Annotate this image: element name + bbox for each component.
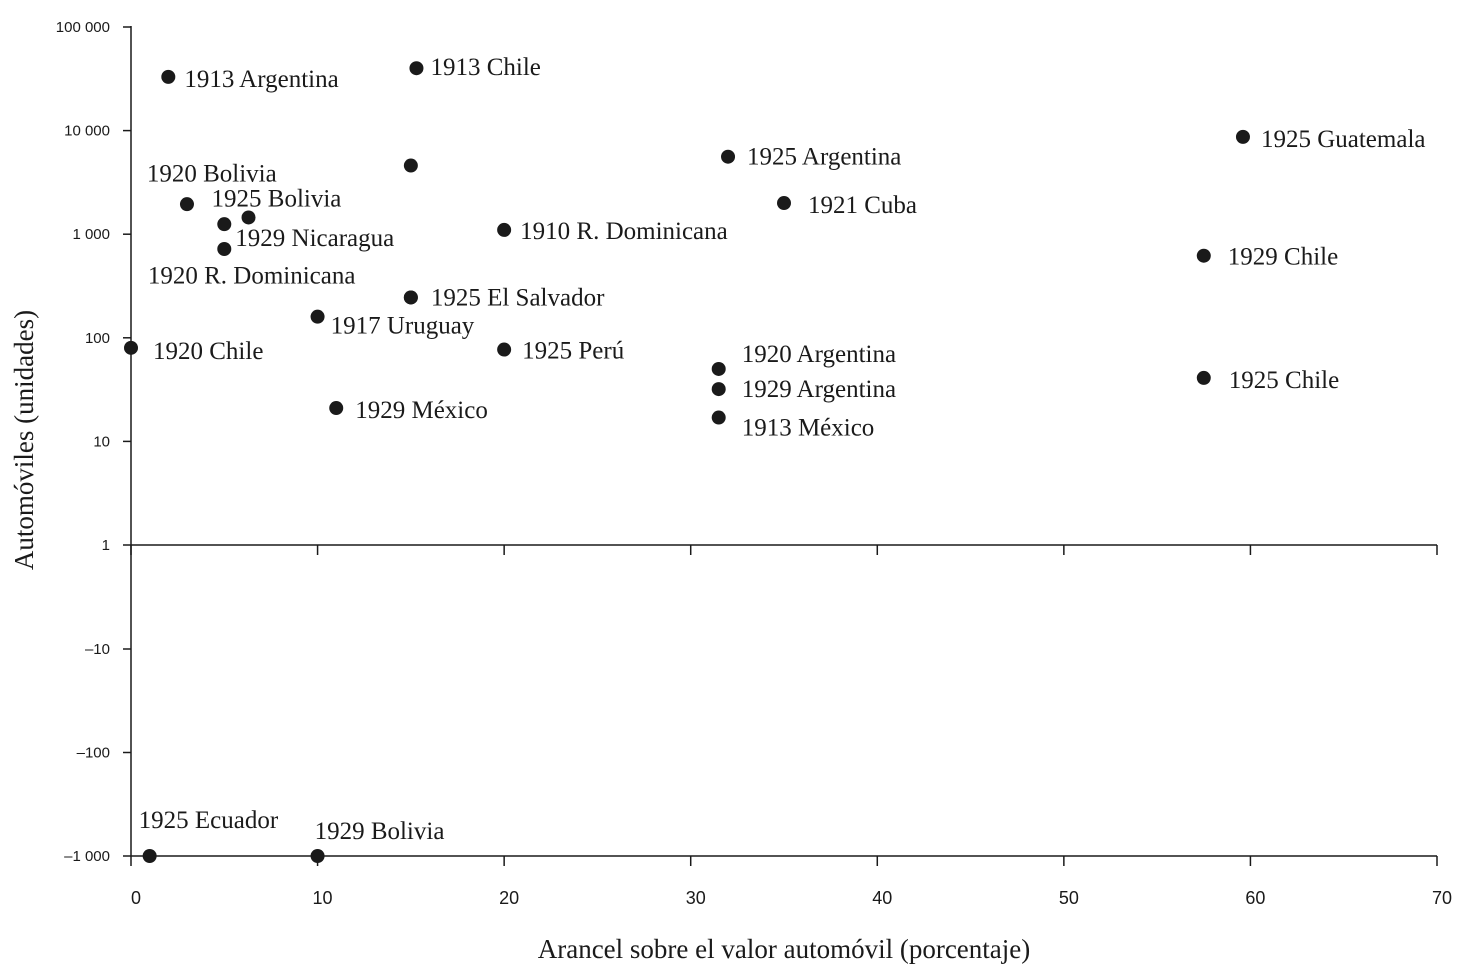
data-point [403, 290, 418, 305]
x-tick-label: 10 [313, 888, 333, 908]
data-point [179, 197, 194, 212]
point-label: 1929 Nicaragua [235, 225, 394, 252]
data-point [403, 158, 418, 173]
y-tick-label: 1 [102, 537, 110, 554]
point-label-group: 1913 Argentina 1913 Chile 1925 Guatemala 19… [139, 54, 1426, 845]
data-point [1235, 129, 1250, 144]
y-tick-label: –1 000 [64, 848, 110, 865]
point-label: 1929 Chile [1228, 244, 1338, 271]
y-tick-label: 1 000 [72, 226, 110, 243]
point-label: 1925 Guatemala [1261, 126, 1426, 153]
data-point [241, 210, 256, 225]
data-point [310, 849, 325, 863]
data-point [217, 241, 232, 256]
point-label: 1913 Argentina [184, 66, 338, 93]
data-point [329, 401, 344, 416]
x-tick-label: 20 [499, 888, 519, 908]
data-point [1196, 248, 1211, 263]
data-point [1196, 370, 1211, 385]
point-label: 1929 México [355, 397, 488, 424]
point-label: 1925 Perú [522, 338, 625, 365]
point-label: 1920 Bolivia [147, 161, 277, 188]
y-tick-group: 100 000 10 000 1 000 100 10 1 –10 –100 –1 000 [56, 19, 131, 865]
point-label: 1910 R. Dominicana [520, 218, 728, 245]
y-tick-label: 100 000 [56, 19, 110, 36]
point-label: 1925 Bolivia [212, 185, 342, 212]
x-tick-label: 50 [1059, 888, 1079, 908]
point-label: 1929 Bolivia [315, 818, 445, 845]
data-point [409, 61, 424, 76]
data-point [142, 849, 157, 863]
x-tick-label: 40 [872, 888, 892, 908]
x-tick-label: 0 [131, 888, 141, 908]
point-label: 1925 El Salvador [431, 284, 605, 311]
point-label: 1920 R. Dominicana [148, 262, 356, 289]
data-point [711, 361, 726, 376]
y-tick-label: 10 [93, 433, 110, 450]
point-label: 1925 Chile [1229, 367, 1339, 394]
point-label: 1925 Ecuador [139, 807, 279, 834]
point-label: 1917 Uruguay [331, 313, 475, 340]
y-tick-label: 100 [85, 330, 110, 347]
y-axis-title: Automóviles (unidades) [9, 310, 39, 570]
data-point [721, 149, 736, 164]
x-tick-label: 70 [1432, 888, 1452, 908]
y-tick-label: –100 [77, 745, 110, 762]
data-point [711, 382, 726, 397]
point-label: 1913 México [742, 415, 875, 442]
data-point [161, 69, 176, 84]
point-label: 1921 Cuba [808, 192, 917, 219]
x-axis-title: Arancel sobre el valor automóvil (porcen… [538, 934, 1031, 964]
y-tick-label: –10 [85, 641, 110, 658]
y-tick-label: 10 000 [64, 123, 110, 140]
data-point [497, 222, 512, 237]
data-point [310, 309, 325, 324]
point-label: 1913 Chile [430, 54, 540, 81]
data-point [124, 340, 138, 355]
x-tick-group: 0 10 20 30 40 50 60 70 [130, 545, 1452, 908]
point-label: 1929 Argentina [742, 376, 896, 403]
data-point [711, 410, 726, 425]
point-group [124, 61, 1250, 863]
point-label: 1920 Argentina [742, 341, 896, 368]
data-point [217, 217, 232, 232]
x-tick-label: 60 [1245, 888, 1265, 908]
point-label: 1920 Chile [153, 338, 263, 365]
data-point [497, 342, 512, 357]
data-point [777, 196, 791, 211]
x-tick-label: 30 [686, 888, 706, 908]
point-label: 1925 Argentina [747, 144, 901, 171]
